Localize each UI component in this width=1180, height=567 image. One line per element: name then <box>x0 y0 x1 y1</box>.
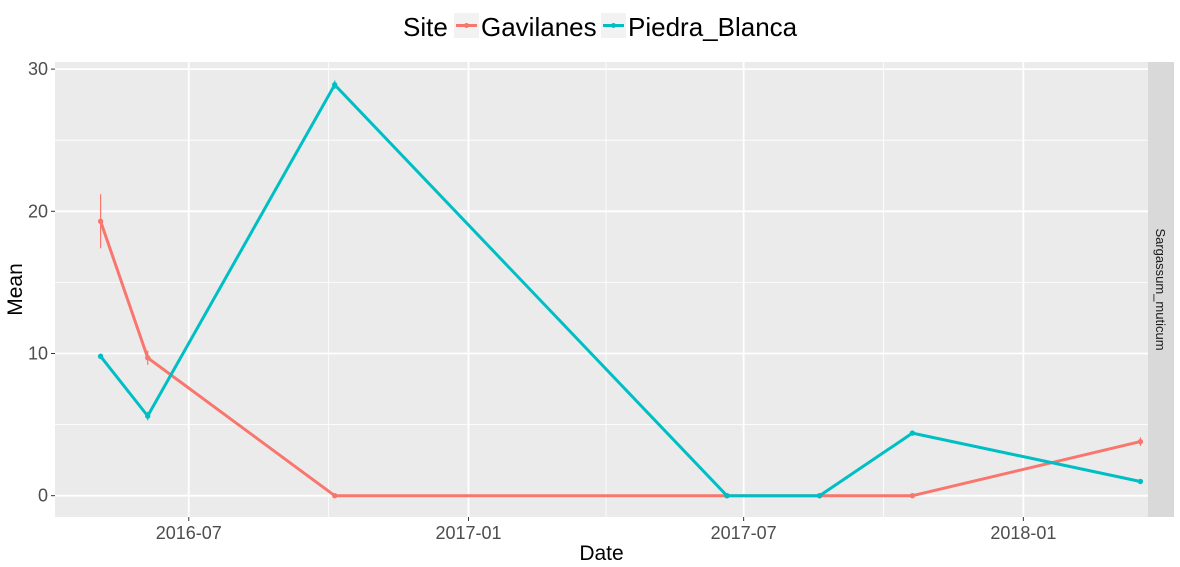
y-axis: 0 10 20 30 <box>28 59 55 506</box>
data-point-piedra-blanca <box>909 430 916 436</box>
series-layer <box>97 80 1144 499</box>
data-point-piedra-blanca <box>724 492 730 499</box>
data-point-gavilanes <box>332 492 338 499</box>
data-point-piedra-blanca <box>816 492 823 499</box>
legend-dot-gavilanes <box>464 23 469 28</box>
series-piedra-blanca <box>97 80 1144 499</box>
x-axis-title: Date <box>579 542 623 565</box>
data-point-piedra-blanca <box>332 82 338 88</box>
data-point-gavilanes <box>97 218 104 224</box>
y-tick-label: 30 <box>28 59 48 79</box>
x-tick-label: 2016-07 <box>156 523 222 543</box>
facet-strip <box>1148 62 1174 517</box>
data-point-piedra-blanca <box>1137 478 1144 485</box>
legend: Site Gavilanes Piedra_Blanca <box>403 12 798 42</box>
x-tick-label: 2017-01 <box>435 523 501 543</box>
legend-title: Site <box>403 12 448 42</box>
legend-dot-piedra-blanca <box>611 23 616 28</box>
data-point-gavilanes <box>1137 438 1144 445</box>
y-tick-label: 10 <box>28 343 48 363</box>
plot-panel <box>55 62 1148 517</box>
y-tick-label: 0 <box>38 486 48 506</box>
data-point-gavilanes <box>145 355 151 361</box>
legend-label-gavilanes: Gavilanes <box>481 12 597 42</box>
y-tick-label: 20 <box>28 201 48 221</box>
facet-label: Sargassum_muticum <box>1153 228 1168 350</box>
data-point-piedra-blanca <box>97 353 104 360</box>
data-point-piedra-blanca <box>145 413 151 419</box>
legend-label-piedra-blanca: Piedra_Blanca <box>628 12 798 42</box>
x-tick-label: 2018-01 <box>990 523 1056 543</box>
x-axis: 2016-07 2017-01 2017-07 2018-01 <box>156 517 1056 543</box>
x-tick-label: 2017-07 <box>711 523 777 543</box>
y-axis-title: Mean <box>4 263 27 316</box>
data-point-gavilanes <box>909 492 916 499</box>
